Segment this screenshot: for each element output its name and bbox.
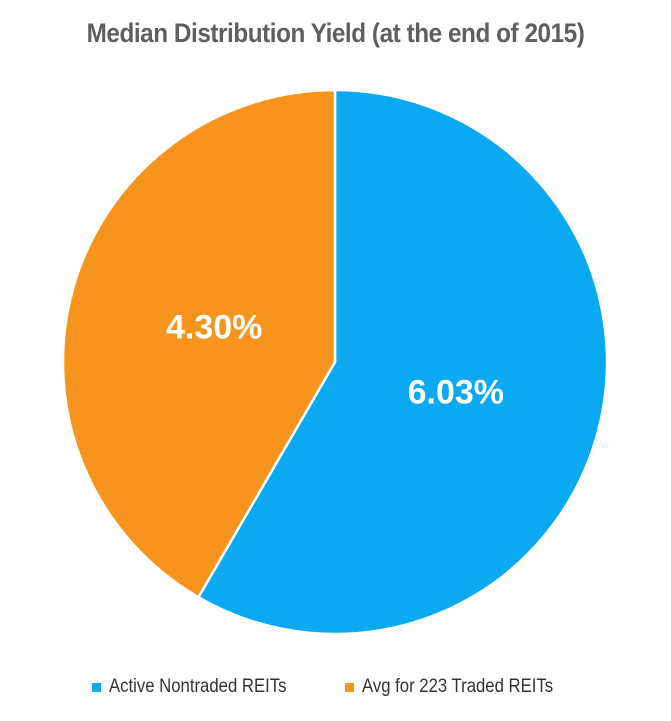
legend-swatch-traded <box>344 682 354 692</box>
legend-item-active-nontraded: Active Nontraded REITs <box>92 676 311 698</box>
chart-legend: Active Nontraded REITs Avg for 223 Trade… <box>0 676 671 698</box>
pie-slice-traded <box>61 88 337 599</box>
legend-swatch-active-nontraded <box>92 682 102 692</box>
pie-slice-active-nontraded <box>196 88 609 636</box>
pie-slices <box>61 88 609 636</box>
legend-item-traded: Avg for 223 Traded REITs <box>344 676 579 698</box>
slice-label-traded: 4.30% <box>166 308 262 346</box>
legend-label-traded: Avg for 223 Traded REITs <box>361 676 553 697</box>
legend-label-active-nontraded: Active Nontraded REITs <box>109 676 287 697</box>
chart-title: Median Distribution Yield (at the end of… <box>86 18 585 48</box>
pie-labels: 6.03% 4.30% <box>166 308 504 411</box>
slice-label-active-nontraded: 6.03% <box>408 374 504 412</box>
